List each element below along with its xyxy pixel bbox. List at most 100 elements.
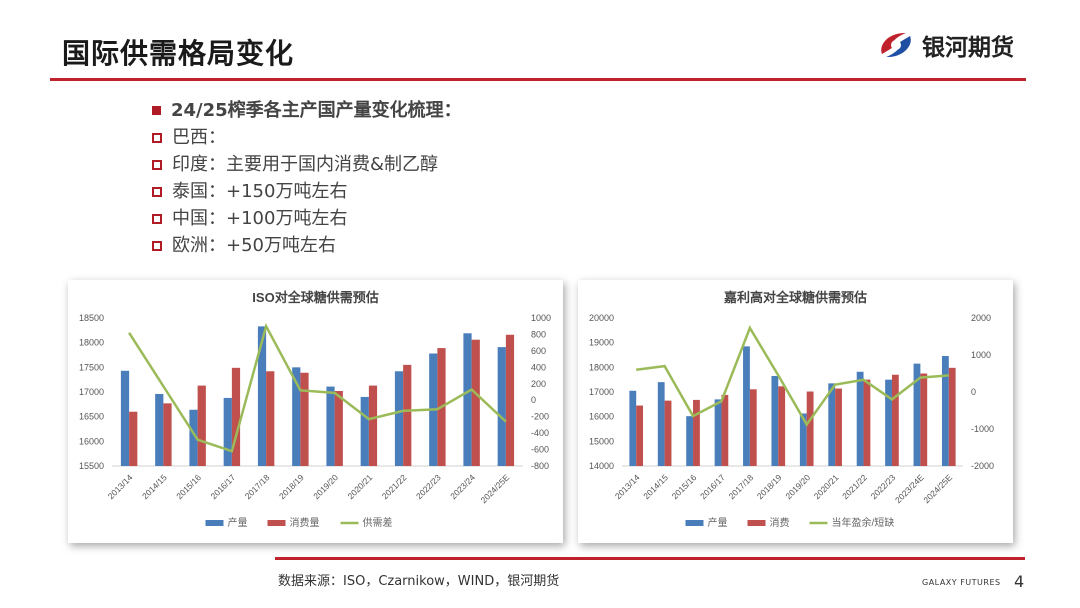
y2-tick-label: 1000	[531, 313, 551, 323]
y2-tick-label: 800	[531, 329, 546, 339]
iso-chart: ISO对全球糖供需预估 15500 16000 16500 17000 17500 1800…	[68, 280, 563, 543]
x-tick-label: 2019/20	[311, 472, 340, 501]
bar-consumption	[806, 391, 814, 466]
brand-logo: 银河期货	[876, 28, 1014, 62]
y-tick-label: 18000	[589, 362, 614, 372]
bar-consumption	[948, 367, 956, 466]
x-tick-label: 2023/24	[448, 472, 477, 501]
bar-production	[686, 416, 694, 466]
x-tick-label: 2015/16	[174, 472, 203, 501]
iso-chart-svg: ISO对全球糖供需预估 15500 16000 16500 17000 17500 1800…	[79, 290, 551, 529]
y2-tick-label: 400	[531, 362, 546, 372]
y-tick-label: 15500	[79, 461, 104, 471]
page-title: 国际供需格局变化	[62, 37, 295, 70]
bullet-box-icon	[152, 186, 162, 197]
bar-consumption	[863, 379, 871, 466]
bar-consumption	[197, 385, 206, 466]
bullet-box-icon	[152, 159, 162, 170]
bullet-item: 中国：+100万吨左右	[152, 205, 462, 232]
bar-consumption	[505, 334, 515, 466]
bar-consumption	[163, 403, 172, 466]
bar-production	[714, 399, 722, 466]
x-tick-label: 2020/21	[345, 472, 374, 501]
bar-production	[856, 371, 864, 466]
x-tick-label: 2017/18	[243, 472, 272, 501]
bar-consumption	[693, 399, 700, 466]
x-tick-label: 2018/19	[277, 472, 306, 501]
x-tick-label: 2020/21	[812, 472, 841, 501]
legend-label: 消费	[770, 516, 790, 529]
bar-consumption	[403, 364, 412, 466]
y2-tick-label: 200	[531, 379, 546, 389]
legend-label: 当年盈余/短缺	[832, 516, 895, 529]
bar-consumption	[231, 367, 241, 466]
x-tick-label: 2021/22	[840, 472, 869, 501]
bar-production	[913, 363, 921, 466]
y2-tick-label: 0	[971, 387, 976, 397]
bar-consumption	[300, 372, 309, 466]
y2-tick-label: 0	[531, 395, 536, 405]
x-tick-label: 2016/17	[208, 472, 237, 501]
bullet-item: 巴西：	[152, 124, 462, 151]
bar-production	[155, 393, 164, 466]
y-tick-label: 14000	[589, 461, 614, 471]
czarnikow-chart-svg: 嘉利高对全球糖供需预估 14000 15000 16000 17000 18000 1900…	[589, 290, 994, 529]
legend-label: 产量	[708, 516, 728, 529]
y2-tick-label: 2000	[971, 313, 991, 323]
bullet-square-icon	[152, 106, 161, 115]
x-tick-label: 2024/25E	[478, 472, 511, 505]
bar-production	[629, 390, 637, 466]
balance-line	[128, 322, 507, 453]
header-divider	[50, 78, 1026, 81]
y-tick-label: 15000	[589, 436, 614, 446]
bar-production	[463, 333, 472, 466]
bar-production	[743, 346, 750, 466]
legend-label: 产量	[228, 516, 248, 529]
bar-consumption	[636, 405, 644, 466]
y2-tick-label: -1000	[971, 424, 994, 434]
bar-production	[360, 396, 369, 466]
legend-swatch	[685, 520, 704, 526]
bar-production	[799, 413, 807, 466]
bar-production	[292, 367, 301, 466]
bullet-item: 24/25榨季各主产国产量变化梳理：	[152, 97, 462, 124]
bar-production	[326, 386, 335, 466]
bar-production	[223, 397, 232, 466]
bar-consumption	[471, 339, 480, 466]
bar-production	[394, 371, 404, 466]
bar-consumption	[778, 386, 786, 466]
bar-production	[257, 326, 267, 466]
x-tick-label: 2014/15	[641, 472, 670, 501]
bullet-item: 欧洲：+50万吨左右	[152, 232, 462, 259]
x-tick-label: 2016/17	[698, 472, 727, 501]
y2-tick-label: -800	[531, 461, 549, 471]
y-tick-label: 19000	[589, 338, 614, 348]
bar-production	[497, 347, 506, 466]
czarnikow-chart: 嘉利高对全球糖供需预估 14000 15000 16000 17000 18000 1900…	[578, 280, 1013, 543]
bar-consumption	[129, 411, 138, 466]
brand-name: 银河期货	[922, 35, 1014, 61]
bar-production	[828, 383, 836, 466]
x-tick-label: 2014/15	[140, 472, 169, 501]
balance-line	[636, 325, 949, 427]
bullet-box-icon	[152, 240, 162, 251]
y-tick-label: 18000	[79, 338, 104, 348]
x-tick-label: 2024/25E	[921, 472, 954, 505]
footer-divider	[275, 557, 1025, 560]
bar-consumption	[721, 394, 729, 466]
legend-swatch	[747, 520, 766, 526]
y-tick-label: 16500	[79, 412, 104, 422]
y2-tick-label: 600	[531, 346, 546, 356]
y2-tick-label: -2000	[971, 461, 994, 471]
bar-production	[941, 355, 949, 466]
bar-consumption	[920, 373, 928, 466]
bullet-box-icon	[152, 132, 162, 143]
x-tick-label: 2023/24E	[893, 472, 926, 505]
bullet-item: 印度：主要用于国内消费&制乙醇	[152, 151, 462, 178]
y-tick-label: 16000	[79, 436, 104, 446]
galaxy-logo-icon	[881, 32, 911, 58]
page-number: 4	[1014, 572, 1025, 591]
bar-consumption	[368, 385, 378, 466]
footer-brand: GALAXY FUTURES	[922, 578, 1001, 587]
x-tick-label: 2022/23	[414, 472, 443, 501]
